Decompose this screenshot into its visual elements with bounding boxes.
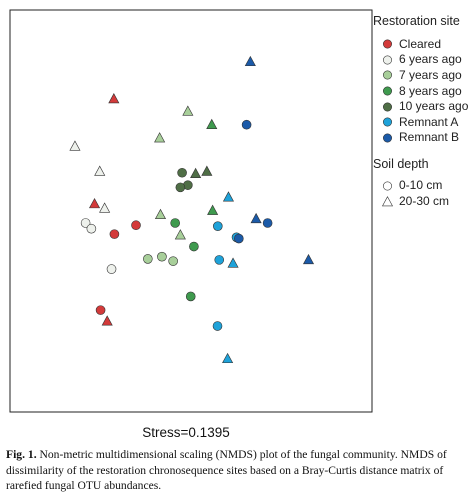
data-point-rb-0-10-39 — [262, 218, 273, 228]
legend: Restoration site Cleared 6 years ago 7 yea… — [373, 14, 473, 209]
data-point-cleared-0-10-3 — [131, 220, 141, 231]
legend-item-depth-20-30: 20-30 cm — [373, 193, 473, 209]
legend-swatch-10y — [383, 102, 392, 112]
data-point-rb-20-30-36 — [244, 55, 256, 67]
data-point-6y-20-30-6 — [69, 140, 81, 151]
legend-swatch-7y — [383, 70, 392, 80]
data-point-7y-0-10-16 — [143, 254, 153, 264]
legend-site-items: Cleared 6 years ago 7 years ago 8 years ago… — [373, 36, 473, 145]
legend-label-6y: 6 years ago — [399, 52, 462, 67]
legend-label-cleared: Cleared — [399, 36, 442, 51]
data-point-rb-0-10-37 — [241, 119, 252, 130]
caption-text: Non-metric multidimensional scaling (NMD… — [6, 448, 447, 492]
data-point-ra-0-10-34 — [212, 321, 223, 331]
data-point-10y-20-30-25 — [190, 167, 202, 178]
data-point-6y-0-10-11 — [106, 264, 117, 274]
points-layer — [69, 55, 315, 364]
legend-label-depth-20-30: 20-30 cm — [399, 194, 450, 209]
legend-site-title: Restoration site — [373, 14, 460, 28]
legend-swatch-rb — [383, 133, 392, 143]
data-point-cleared-20-30-1 — [88, 197, 101, 209]
data-point-cleared-0-10-2 — [109, 229, 120, 239]
data-point-6y-20-30-8 — [99, 202, 111, 213]
legend-swatch-ra — [383, 117, 392, 127]
legend-label-10y: 10 years ago — [399, 99, 469, 114]
data-point-cleared-20-30-0 — [108, 93, 120, 104]
data-point-8y-0-10-23 — [185, 291, 196, 302]
data-point-ra-20-30-35 — [222, 352, 234, 364]
legend-swatch-circle — [383, 181, 392, 191]
data-point-rb-20-30-38 — [250, 212, 262, 224]
legend-label-depth-0-10: 0-10 cm — [399, 178, 443, 193]
legend-label-7y: 7 years ago — [399, 67, 462, 82]
caption-label: Fig. 1. — [6, 448, 37, 461]
legend-label-8y: 8 years ago — [399, 83, 462, 98]
legend-swatch-cleared — [383, 39, 392, 49]
legend-swatch-6y — [383, 55, 392, 65]
legend-item-ra: Remnant A — [373, 114, 473, 130]
data-point-7y-20-30-12 — [182, 105, 194, 116]
data-point-7y-0-10-17 — [157, 251, 167, 262]
data-point-8y-0-10-22 — [189, 241, 199, 252]
data-point-6y-0-10-9 — [80, 218, 91, 228]
legend-label-rb: Remnant B — [399, 130, 460, 145]
data-point-8y-0-10-20 — [170, 218, 180, 228]
legend-item-8y: 8 years ago — [373, 83, 473, 99]
legend-label-ra: Remnant A — [399, 114, 459, 129]
legend-swatch-triangle — [382, 195, 393, 206]
data-point-6y-20-30-7 — [94, 165, 106, 176]
data-point-10y-0-10-28 — [175, 182, 186, 193]
data-point-7y-20-30-13 — [154, 132, 166, 143]
legend-soil-items: 0-10 cm 20-30 cm — [373, 177, 473, 209]
plot-frame — [9, 9, 373, 413]
legend-item-7y: 7 years ago — [373, 67, 473, 83]
figure-caption: Fig. 1. Non-metric multidimensional scal… — [6, 447, 468, 494]
legend-item-10y: 10 years ago — [373, 98, 473, 114]
data-point-cleared-20-30-5 — [101, 315, 113, 326]
data-point-7y-20-30-14 — [154, 208, 167, 219]
data-point-ra-20-30-29 — [222, 191, 234, 202]
legend-item-6y: 6 years ago — [373, 52, 473, 68]
legend-item-rb: Remnant B — [373, 130, 473, 146]
data-point-ra-0-10-32 — [214, 255, 225, 265]
legend-item-depth-0-10: 0-10 cm — [373, 177, 473, 193]
data-point-6y-0-10-10 — [86, 223, 97, 234]
stress-annotation: Stress=0.1395 — [142, 425, 230, 440]
legend-swatch-8y — [383, 86, 392, 96]
data-point-7y-0-10-18 — [168, 256, 178, 266]
data-point-8y-20-30-21 — [207, 204, 219, 215]
data-point-10y-20-30-26 — [201, 165, 213, 176]
legend-soil-title: Soil depth — [373, 157, 429, 172]
legend-item-cleared: Cleared — [373, 36, 473, 52]
data-point-7y-20-30-15 — [174, 229, 186, 240]
data-point-10y-0-10-24 — [177, 167, 187, 178]
data-point-8y-20-30-19 — [206, 118, 218, 130]
data-point-ra-20-30-33 — [227, 257, 239, 268]
data-point-ra-0-10-30 — [213, 221, 223, 231]
data-point-rb-20-30-41 — [302, 253, 315, 265]
data-point-rb-0-10-40 — [234, 233, 244, 244]
data-point-cleared-0-10-4 — [95, 305, 106, 315]
